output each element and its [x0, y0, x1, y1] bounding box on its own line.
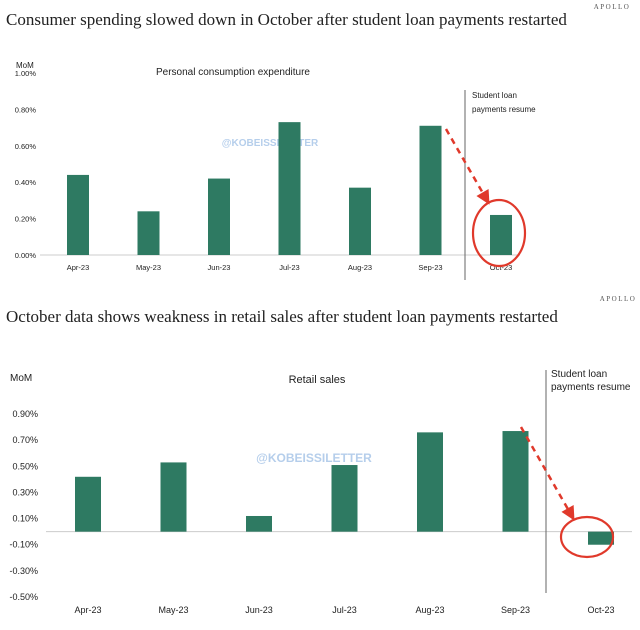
- chart2-watermark: @KOBEISSILETTER: [256, 451, 372, 465]
- chart1-arrow-line: [444, 128, 490, 203]
- chart2-ytick-label: -0.30%: [9, 566, 38, 576]
- chart1-subtitle: Personal consumption expenditure: [156, 67, 310, 78]
- chart2-brand: APOLLO: [600, 295, 637, 303]
- chart1-ylabel: MoM: [16, 61, 34, 70]
- chart1-ytick-label: 0.60%: [15, 142, 37, 151]
- chart1-ytick-label: 1.00%: [15, 69, 37, 78]
- chart1-ytick-label: 0.80%: [15, 105, 37, 114]
- chart1-bar-jun-23: [208, 178, 230, 255]
- chart1-annotation-line: payments resume: [472, 105, 536, 114]
- chart2-annotation-line: payments resume: [551, 382, 631, 393]
- chart1-category-label: Jul-23: [279, 263, 299, 272]
- chart2-bar-jul-23: [331, 465, 358, 532]
- chart1-brand: APOLLO: [594, 3, 631, 11]
- chart1-category-label: Jun-23: [208, 263, 231, 272]
- chart1-bar-may-23: [137, 211, 160, 255]
- chart2-ytick-label: -0.10%: [9, 540, 38, 550]
- chart1-category-label: May-23: [136, 263, 161, 272]
- chart1-ytick-label: 0.20%: [15, 215, 37, 224]
- chart1-category-label: Sep-23: [418, 263, 442, 272]
- chart1-category-label: Aug-23: [348, 263, 372, 272]
- chart1-annotation-line: Student loan: [472, 91, 517, 100]
- chart2-category-label: Aug-23: [415, 605, 444, 615]
- chart2-category-label: Jun-23: [245, 605, 273, 615]
- chart1-bar-oct-23: [490, 214, 512, 255]
- chart2-ytick-label: 0.90%: [12, 409, 38, 419]
- chart2-category-label: Apr-23: [74, 605, 101, 615]
- chart2-ytick-label: 0.10%: [12, 514, 38, 524]
- chart2-ytick-label: 0.50%: [12, 461, 38, 471]
- chart2-bar-jun-23: [246, 515, 272, 532]
- chart1-bar-aug-23: [349, 187, 371, 255]
- chart2-bar-oct-23: [588, 531, 614, 545]
- chart2-subtitle: Retail sales: [289, 374, 346, 386]
- chart2-arrow-head: [561, 504, 575, 521]
- chart2-category-label: May-23: [158, 605, 188, 615]
- chart1-title: Consumer spending slowed down in October…: [6, 10, 567, 29]
- chart2-ylabel: MoM: [10, 373, 32, 384]
- chart2-ytick-label: 0.70%: [12, 435, 38, 445]
- chart2-bar-apr-23: [75, 476, 101, 532]
- chart2-ytick-label: 0.30%: [12, 487, 38, 497]
- chart2-title: October data shows weakness in retail sa…: [6, 307, 558, 326]
- chart2-bar-sep-23: [502, 431, 529, 532]
- chart1-highlight-circle: [471, 198, 527, 268]
- chart1-arrow-head: [476, 188, 490, 205]
- chart1-bar-jul-23: [278, 122, 301, 255]
- chart2-bar-may-23: [160, 462, 187, 532]
- chart1-category-label: Apr-23: [67, 263, 90, 272]
- chart2-category-label: Sep-23: [501, 605, 530, 615]
- chart1-plot: 0.00% 0.20% 0.40% 0.60% 0.80% 1.00% Apr-23 May-…: [15, 69, 536, 280]
- chart1-ytick-label: 0.00%: [15, 251, 37, 260]
- chart1-bar-apr-23: [67, 174, 89, 255]
- chart2-arrow-line: [519, 426, 575, 519]
- chart2-category-label: Oct-23: [587, 605, 614, 615]
- chart2-plot: -0.50% -0.30% -0.10% 0.10% 0.30% 0.50% 0.70% 0.…: [9, 369, 632, 615]
- chart1-watermark: @KOBEISSILETTER: [222, 138, 319, 149]
- chart2-category-label: Jul-23: [332, 605, 357, 615]
- chart1-ytick-label: 0.40%: [15, 178, 37, 187]
- chart1-bar-sep-23: [419, 125, 442, 255]
- chart1-category-label: Oct-23: [490, 263, 513, 272]
- chart2-annotation-line: Student loan: [551, 369, 607, 380]
- chart2-ytick-label: -0.50%: [9, 592, 38, 602]
- chart2-highlight-circle: [559, 515, 615, 559]
- chart2-bar-aug-23: [417, 432, 443, 532]
